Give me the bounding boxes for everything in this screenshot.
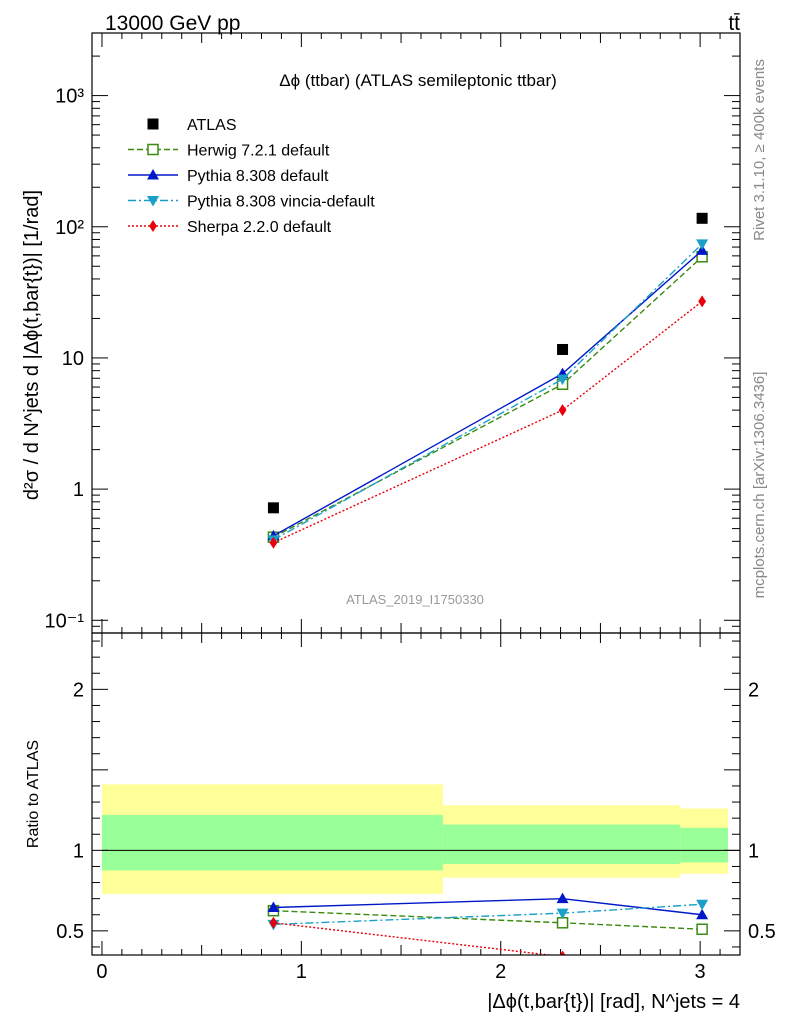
- process-label: tt̄: [728, 12, 740, 35]
- legend-entry: Herwig 7.2.1 default: [128, 143, 330, 160]
- ratio-line: [273, 922, 555, 955]
- legend-entry: ATLAS: [147, 117, 237, 134]
- ratio-series-pythia-8-308-default: [267, 892, 709, 920]
- legend-entry: Pythia 8.308 default: [128, 168, 329, 185]
- ratio-series-group: [267, 892, 709, 955]
- ratio-panel: 0.5 0.5 1 1 2 2 0 1 2 3 Ratio to ATLAS |Δϕ(t,bar…: [25, 632, 776, 1013]
- x-axis-label: |Δϕ(t,bar{t})| [rad], N^jets = 4: [487, 991, 740, 1013]
- ratio-point: [559, 950, 566, 955]
- series-pythia-8-308-default: [267, 244, 709, 541]
- chart-title: Δϕ (ttbar) (ATLAS semileptonic ttbar): [279, 71, 557, 90]
- main-y-tick-labels: 10⁻¹ 1 10 10² 10³: [45, 86, 85, 633]
- main-y-tick-label: 10⁻¹: [45, 610, 85, 632]
- main-panel: 10⁻¹ 1 10 10² 10³ Δϕ (ttbar) (ATLAS semilept…: [21, 32, 741, 634]
- ratio-y-tick-label-left: 0.5: [56, 921, 84, 943]
- ratio-point: [556, 917, 569, 929]
- main-y-tick-label: 10³: [55, 86, 84, 108]
- legend-marker: [149, 220, 157, 232]
- ratio-point: [556, 908, 569, 920]
- uncertainty-bands: [101, 784, 740, 894]
- series-sherpa-2-2-0-default: [269, 295, 707, 549]
- legend-marker: [147, 118, 159, 130]
- main-axis-ticks: [92, 32, 741, 634]
- green-band: [680, 827, 729, 863]
- data-point: [558, 404, 567, 417]
- legend-label: Pythia 8.308 default: [187, 168, 329, 185]
- ratio-frame: [91, 632, 741, 956]
- data-point: [698, 295, 707, 308]
- legend-marker: [147, 143, 159, 156]
- ratio-y-tick-label-left: 2: [73, 679, 84, 701]
- x-tick-label: 2: [495, 961, 506, 983]
- ratio-y-axis-label: Ratio to ATLAS: [25, 740, 42, 848]
- ratio-y-tick-labels: 0.5 0.5 1 1 2 2: [56, 679, 776, 943]
- data-point: [556, 374, 569, 386]
- ratio-axis-ticks: [92, 633, 741, 955]
- data-point: [557, 343, 569, 355]
- ratio-series-sherpa-2-2-0-default: [269, 916, 566, 955]
- x-tick-label: 3: [695, 961, 706, 983]
- data-point: [696, 212, 708, 224]
- rivet-label: Rivet 3.1.10, ≥ 400k events: [751, 59, 768, 241]
- x-tick-label: 1: [296, 961, 307, 983]
- analysis-watermark: ATLAS_2019_I1750330: [346, 592, 484, 607]
- ratio-point: [696, 899, 709, 911]
- legend-label: Pythia 8.308 vincia-default: [187, 194, 375, 211]
- green-band: [101, 814, 443, 871]
- x-tick-labels: 0 1 2 3: [96, 961, 705, 983]
- legend-entry: Sherpa 2.2.0 default: [128, 219, 332, 236]
- ratio-point: [696, 923, 708, 935]
- green-band: [442, 824, 681, 865]
- main-y-tick-label: 10²: [55, 217, 84, 239]
- series-line: [273, 249, 703, 537]
- main-y-tick-label: 1: [73, 479, 84, 501]
- main-y-axis-label: d²σ / d N^jets d |Δϕ(t,bar{t})| [1/rad]: [21, 190, 43, 500]
- data-point: [696, 239, 709, 250]
- ratio-point: [267, 901, 280, 913]
- ratio-series-pythia-8-308-vincia-default: [267, 899, 709, 931]
- ratio-point: [269, 916, 278, 929]
- legend-label: ATLAS: [187, 117, 237, 134]
- main-series-group: [267, 212, 709, 549]
- legend-label: Herwig 7.2.1 default: [187, 143, 330, 160]
- x-tick-label: 0: [96, 961, 107, 983]
- series-line: [273, 243, 703, 541]
- data-point: [269, 536, 278, 549]
- ratio-point: [556, 892, 569, 904]
- ratio-point: [696, 908, 709, 920]
- ratio-y-tick-label-right: 1: [748, 840, 759, 862]
- ratio-y-tick-label-right: 2: [748, 679, 759, 701]
- ratio-y-tick-label-right: 0.5: [748, 921, 776, 943]
- legend: ATLAS Herwig 7.2.1 default Pythia 8.308 de…: [128, 117, 375, 236]
- series-line: [273, 300, 703, 544]
- ratio-y-tick-label-left: 1: [73, 840, 84, 862]
- series-atlas: [267, 212, 708, 514]
- data-point: [267, 502, 279, 514]
- ratio-line: [273, 910, 703, 930]
- series-herwig-7-2-1-default: [267, 251, 708, 543]
- main-y-tick-label: 10: [62, 348, 84, 370]
- legend-marker: [147, 196, 159, 207]
- mcplots-label: mcplots.cern.ch [arXiv:1306.3436]: [751, 372, 768, 599]
- legend-entry: Pythia 8.308 vincia-default: [128, 194, 375, 211]
- energy-label: 13000 GeV pp: [105, 12, 240, 35]
- series-pythia-8-308-vincia-default: [267, 239, 709, 546]
- legend-label: Sherpa 2.2.0 default: [187, 219, 332, 236]
- series-line: [273, 256, 703, 538]
- legend-marker: [147, 169, 159, 180]
- ratio-line: [273, 897, 703, 916]
